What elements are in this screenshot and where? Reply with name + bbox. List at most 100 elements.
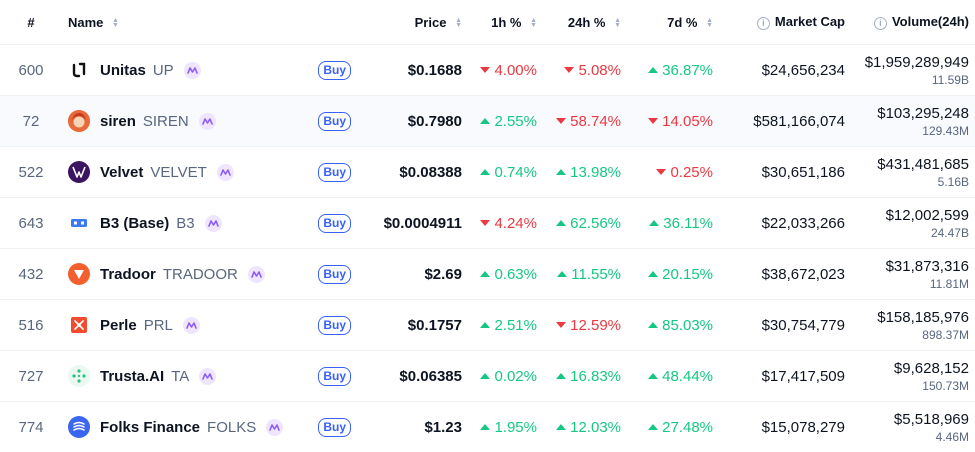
name-cell[interactable]: siren SIREN — [62, 96, 305, 147]
table-row[interactable]: 600 Unitas UP Buy $0.1688 4.00% 5.08% 36… — [0, 45, 975, 96]
table-row[interactable]: 774 Folks Finance FOLKS Buy $1.23 1.95% … — [0, 402, 975, 452]
volume-coin-value: 129.43M — [857, 124, 969, 138]
change-h24-value: 5.08% — [564, 62, 621, 79]
caret-up-icon — [556, 169, 566, 175]
community-icon[interactable] — [205, 215, 222, 232]
coin-symbol: TA — [171, 368, 189, 385]
change-24h-cell: 11.55% — [543, 249, 627, 300]
coin-name[interactable]: B3 (Base) — [100, 215, 169, 232]
name-cell[interactable]: Perle PRL — [62, 300, 305, 351]
market-cap-value: $15,078,279 — [762, 419, 845, 436]
name-cell[interactable]: Tradoor TRADOOR — [62, 249, 305, 300]
change-1h-cell: 1.95% — [468, 402, 543, 452]
coin-name[interactable]: Perle — [100, 317, 137, 334]
community-icon[interactable] — [199, 368, 216, 385]
buy-button[interactable]: Buy — [318, 112, 351, 131]
table-row[interactable]: 432 Tradoor TRADOOR Buy $2.69 0.63% 11.5… — [0, 249, 975, 300]
change-d7-value: 48.44% — [648, 368, 713, 385]
table-row[interactable]: 516 Perle PRL Buy $0.1757 2.51% 12.59% 8… — [0, 300, 975, 351]
change-h24-value: 11.55% — [557, 266, 621, 283]
siren-logo — [68, 110, 90, 132]
table-row[interactable]: 72 siren SIREN Buy $0.7980 2.55% 58.74% … — [0, 96, 975, 147]
rank-value: 774 — [18, 419, 43, 436]
name-cell[interactable]: B3 (Base) B3 — [62, 198, 305, 249]
buy-button[interactable]: Buy — [318, 214, 351, 233]
table-row[interactable]: 522 Velvet VELVET Buy $0.08388 0.74% 13.… — [0, 147, 975, 198]
rank-cell: 727 — [0, 351, 62, 402]
price-cell: $0.0004911 — [357, 198, 468, 249]
change-h1-value: 4.00% — [480, 62, 537, 79]
caret-up-icon — [556, 424, 566, 430]
coin-symbol: UP — [153, 62, 174, 79]
info-icon[interactable]: i — [757, 17, 770, 30]
volume-coin-value: 5.16B — [857, 175, 969, 189]
community-icon[interactable] — [184, 62, 201, 79]
buy-cell: Buy — [305, 198, 357, 249]
price-cell: $0.06385 — [357, 351, 468, 402]
coin-name[interactable]: Folks Finance — [100, 419, 200, 436]
change-24h-cell: 58.74% — [543, 96, 627, 147]
change-d7-value: 36.87% — [648, 62, 713, 79]
percent-text: 62.56% — [570, 215, 621, 232]
name-cell[interactable]: Trusta.AI TA — [62, 351, 305, 402]
rank-header[interactable]: # — [0, 0, 62, 45]
market-cap-cell: $581,166,074 — [719, 96, 851, 147]
coin-name[interactable]: siren — [100, 113, 136, 130]
info-icon[interactable]: i — [874, 17, 887, 30]
percent-text: 2.55% — [494, 113, 537, 130]
change-h1-value: 2.55% — [480, 113, 537, 130]
coin-name[interactable]: Trusta.AI — [100, 368, 164, 385]
buy-cell: Buy — [305, 96, 357, 147]
price-cell: $1.23 — [357, 402, 468, 452]
name-cell[interactable]: Unitas UP — [62, 45, 305, 96]
price-cell: $0.7980 — [357, 96, 468, 147]
buy-cell: Buy — [305, 402, 357, 452]
coin-name[interactable]: Tradoor — [100, 266, 156, 283]
buy-button[interactable]: Buy — [318, 316, 351, 335]
buy-button[interactable]: Buy — [318, 61, 351, 80]
volume-coin-value: 4.46M — [857, 430, 969, 444]
price-value: $0.1688 — [408, 62, 462, 79]
buy-button[interactable]: Buy — [318, 367, 351, 386]
price-header[interactable]: Price ▲▼ — [357, 0, 468, 45]
name-cell[interactable]: Folks Finance FOLKS — [62, 402, 305, 452]
buy-button[interactable]: Buy — [318, 418, 351, 437]
market-cap-value: $30,754,779 — [762, 317, 845, 334]
volume-value: $31,873,316 — [857, 258, 969, 275]
community-icon[interactable] — [183, 317, 200, 334]
volume-coin-value: 150.73M — [857, 379, 969, 393]
volume-cell: $1,959,289,949 11.59B — [851, 45, 975, 96]
market-cap-value: $24,656,234 — [762, 62, 845, 79]
change-24h-header[interactable]: 24h % ▲▼ — [543, 0, 627, 45]
market-cap-value: $581,166,074 — [753, 113, 845, 130]
price-cell: $0.08388 — [357, 147, 468, 198]
change-h1-value: 4.24% — [480, 215, 537, 232]
caret-down-icon — [648, 118, 658, 124]
table-row[interactable]: 727 Trusta.AI TA Buy $0.06385 0.02% 16.8… — [0, 351, 975, 402]
caret-up-icon — [648, 271, 658, 277]
volume-value: $5,518,969 — [857, 411, 969, 428]
buy-button[interactable]: Buy — [318, 265, 351, 284]
table-body: 600 Unitas UP Buy $0.1688 4.00% 5.08% 36… — [0, 45, 975, 452]
coin-name[interactable]: Unitas — [100, 62, 146, 79]
table-row[interactable]: 643 B3 (Base) B3 Buy $0.0004911 4.24% 62… — [0, 198, 975, 249]
community-icon[interactable] — [199, 113, 216, 130]
community-icon[interactable] — [266, 419, 283, 436]
coin-name[interactable]: Velvet — [100, 164, 143, 181]
community-icon[interactable] — [217, 164, 234, 181]
rank-value: 522 — [18, 164, 43, 181]
caret-up-icon — [480, 169, 490, 175]
percent-text: 58.74% — [570, 113, 621, 130]
change-h24-value: 12.03% — [556, 419, 621, 436]
change-24h-cell: 13.98% — [543, 147, 627, 198]
rank-value: 432 — [18, 266, 43, 283]
community-icon[interactable] — [248, 266, 265, 283]
name-header[interactable]: Name ▲▼ — [62, 0, 305, 45]
name-cell[interactable]: Velvet VELVET — [62, 147, 305, 198]
change-1h-header[interactable]: 1h % ▲▼ — [468, 0, 543, 45]
buy-button[interactable]: Buy — [318, 163, 351, 182]
change-24h-cell: 5.08% — [543, 45, 627, 96]
change-7d-header[interactable]: 7d % ▲▼ — [627, 0, 719, 45]
